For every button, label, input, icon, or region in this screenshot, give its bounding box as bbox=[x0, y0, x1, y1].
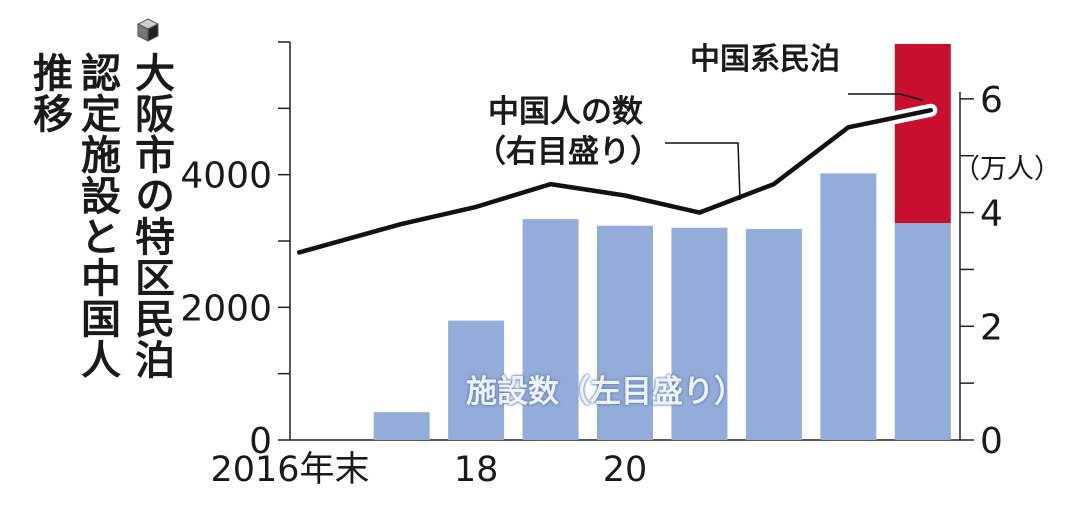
bar-facilities bbox=[448, 320, 505, 440]
cube-icon bbox=[137, 18, 159, 42]
bar-chinese-minpaku bbox=[894, 43, 951, 224]
x-axis-tick-label: 2016年末 bbox=[210, 450, 369, 490]
chart-title-col3: 推移 bbox=[26, 52, 72, 134]
chart-title-col2: 認定施設と中国人 bbox=[74, 52, 120, 380]
annotation-facilities: 施設数（左目盛り） bbox=[466, 374, 745, 410]
x-axis-tick-label: 18 bbox=[454, 450, 499, 490]
bar-facilities bbox=[820, 173, 877, 440]
right-axis-tick-label: 0 bbox=[980, 421, 1003, 462]
bar-facilities bbox=[671, 227, 728, 440]
left-axis-tick-label: 2000 bbox=[180, 288, 272, 329]
right-axis-unit: （万人） bbox=[953, 154, 1061, 185]
right-axis-tick-label: 6 bbox=[980, 80, 1003, 121]
annotation-chinese-series: 中国系民泊 bbox=[690, 42, 840, 77]
annotation-people-line1: 中国人の数 bbox=[488, 94, 643, 130]
x-axis-tick-label: 20 bbox=[603, 450, 648, 490]
leader-chinese-minpaku bbox=[848, 93, 923, 101]
left-axis-tick-label: 0 bbox=[249, 421, 272, 462]
bar-facilities bbox=[373, 412, 430, 440]
leader-people bbox=[665, 142, 741, 201]
bar-facilities bbox=[522, 219, 579, 440]
line-people bbox=[296, 107, 934, 255]
annotation-people-line2: （右目盛り） bbox=[475, 134, 661, 170]
bar-facilities bbox=[745, 229, 802, 440]
bar-facilities bbox=[597, 225, 653, 440]
chart-title-col1: 大阪市の特区民泊 bbox=[128, 52, 174, 380]
bar-facilities bbox=[894, 223, 951, 440]
left-axis-tick-label: 4000 bbox=[180, 156, 272, 197]
right-axis-tick-label: 4 bbox=[980, 194, 1003, 235]
right-axis-tick-label: 2 bbox=[980, 307, 1003, 348]
